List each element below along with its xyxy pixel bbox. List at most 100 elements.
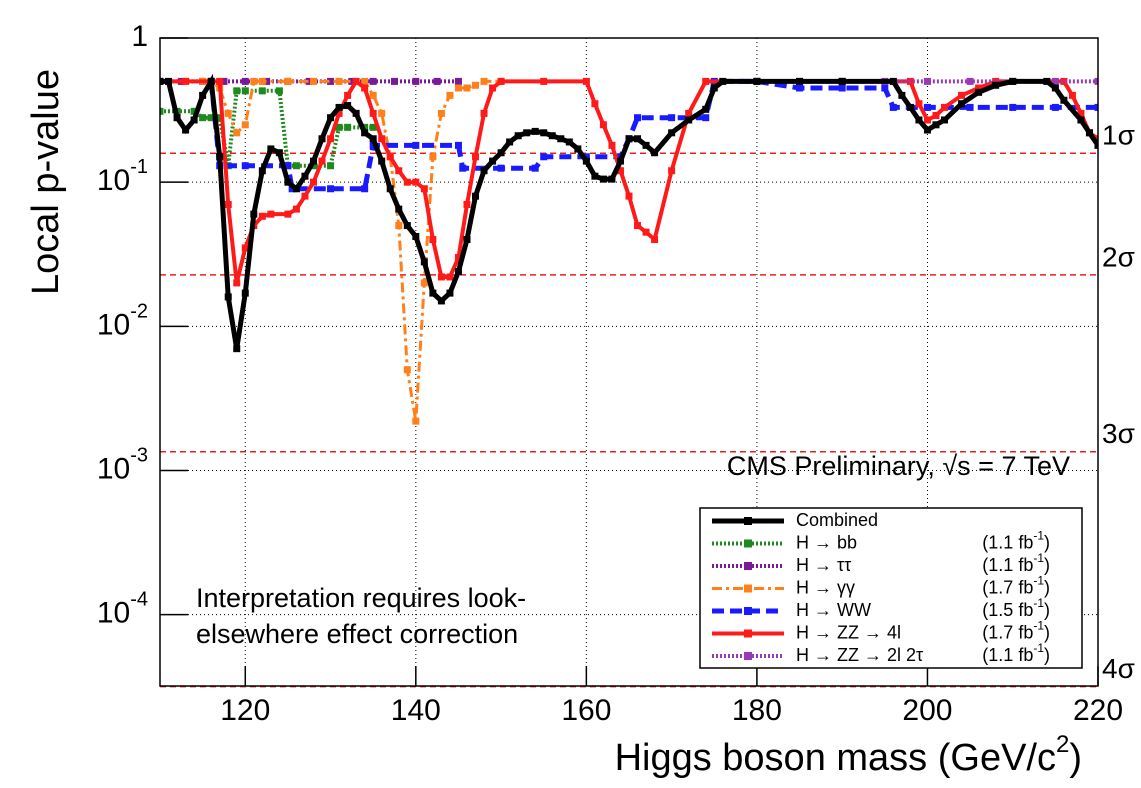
y-tick-label-exp: -1 <box>130 156 148 178</box>
series-marker <box>420 279 428 287</box>
series-marker <box>702 114 710 122</box>
series-marker <box>531 164 539 172</box>
series-marker <box>369 77 377 85</box>
y-tick-label: 1 <box>131 20 148 53</box>
series-marker <box>292 162 300 170</box>
series-marker <box>1085 129 1093 137</box>
series-marker <box>284 162 292 170</box>
plot-frame <box>159 37 1099 687</box>
series-marker <box>263 77 271 85</box>
legend-lumi-text: (1.7 fb <box>982 577 1033 597</box>
legend-label: H → ZZ → 4l <box>796 622 901 642</box>
series-marker <box>625 135 633 143</box>
series-marker <box>514 132 522 140</box>
series-marker <box>224 293 232 301</box>
legend-marker <box>744 652 752 660</box>
series-marker <box>480 77 488 85</box>
legend-marker <box>744 629 752 638</box>
series-marker <box>472 153 480 161</box>
legend-lumi-sup: -1 <box>1033 596 1044 610</box>
series-marker <box>369 123 377 131</box>
series-marker <box>489 157 497 165</box>
series-marker <box>241 87 249 95</box>
series-marker <box>433 77 441 85</box>
series-marker <box>386 153 394 161</box>
legend-label: Combined <box>796 510 878 530</box>
x-axis-title-text: Higgs boson mass (GeV/c <box>615 737 1056 779</box>
series-marker <box>241 162 249 170</box>
series-marker <box>403 222 411 230</box>
y-tick-label-base: 1 <box>131 20 148 53</box>
legend-marker <box>744 539 752 548</box>
series-marker <box>753 77 761 85</box>
series-marker <box>454 254 462 262</box>
series-marker <box>446 273 454 281</box>
series-marker <box>932 121 940 129</box>
series-marker <box>309 178 317 186</box>
series-marker <box>258 87 266 95</box>
legend-lumi-close: ) <box>1044 600 1050 620</box>
series-marker <box>531 127 539 135</box>
series-marker <box>472 192 480 200</box>
series-marker <box>463 236 471 244</box>
series-marker <box>540 129 548 137</box>
series-marker <box>591 172 599 180</box>
series-marker <box>369 109 377 117</box>
series-marker <box>966 103 974 111</box>
series-marker <box>233 345 241 353</box>
series-marker <box>429 236 437 244</box>
series-marker <box>941 116 949 124</box>
series-marker <box>241 121 249 129</box>
series-marker <box>651 149 659 157</box>
series-marker <box>616 167 624 175</box>
series-marker <box>1060 96 1068 104</box>
series-marker <box>378 157 386 165</box>
series-marker <box>582 157 590 165</box>
series-marker <box>361 84 369 92</box>
x-tick-label: 140 <box>391 694 441 727</box>
legend-marker <box>744 584 752 593</box>
series-marker <box>446 289 454 297</box>
y-tick-label-base: 10 <box>97 164 130 197</box>
series-marker <box>182 77 190 85</box>
x-axis-title-sup: 2 <box>1056 731 1069 758</box>
series-marker <box>1043 77 1051 85</box>
legend-lumi-sup: -1 <box>1033 551 1044 565</box>
series-marker <box>906 103 914 111</box>
y-tick-label: 10-3 <box>97 445 148 486</box>
series-marker <box>412 141 420 149</box>
series-marker <box>420 185 428 193</box>
x-tick-label: 200 <box>902 694 952 727</box>
reference-label: 2σ <box>1102 241 1135 272</box>
series-marker <box>352 77 360 85</box>
series-marker <box>241 77 249 85</box>
series-marker <box>344 91 352 99</box>
series-marker <box>173 114 181 122</box>
series-marker <box>992 81 1000 89</box>
series-marker <box>446 91 454 99</box>
series-marker <box>975 88 983 96</box>
series-marker <box>284 178 292 186</box>
series-marker <box>923 77 931 85</box>
series-marker <box>941 103 949 111</box>
series-marker <box>250 210 258 218</box>
series-marker <box>327 162 335 170</box>
series-marker <box>233 129 241 137</box>
series-marker <box>250 77 258 85</box>
series-marker <box>497 164 505 172</box>
legend-lumi: (1.1 fb-1) <box>982 529 1050 553</box>
series-marker <box>1060 77 1068 85</box>
series-marker <box>327 185 335 193</box>
reference-label: 4σ <box>1102 653 1135 684</box>
annotation: elsewhere effect correction <box>196 619 518 649</box>
series-marker <box>472 81 480 89</box>
legend-label: H → ττ <box>796 555 851 575</box>
legend-lumi-text: (1.1 fb <box>982 645 1033 665</box>
series-marker <box>395 222 403 230</box>
series-marker <box>702 77 710 85</box>
series-marker <box>403 178 411 186</box>
series-marker <box>915 116 923 124</box>
x-tick-label: 160 <box>561 694 611 727</box>
series-marker <box>898 91 906 99</box>
legend-lumi-close: ) <box>1044 645 1050 665</box>
